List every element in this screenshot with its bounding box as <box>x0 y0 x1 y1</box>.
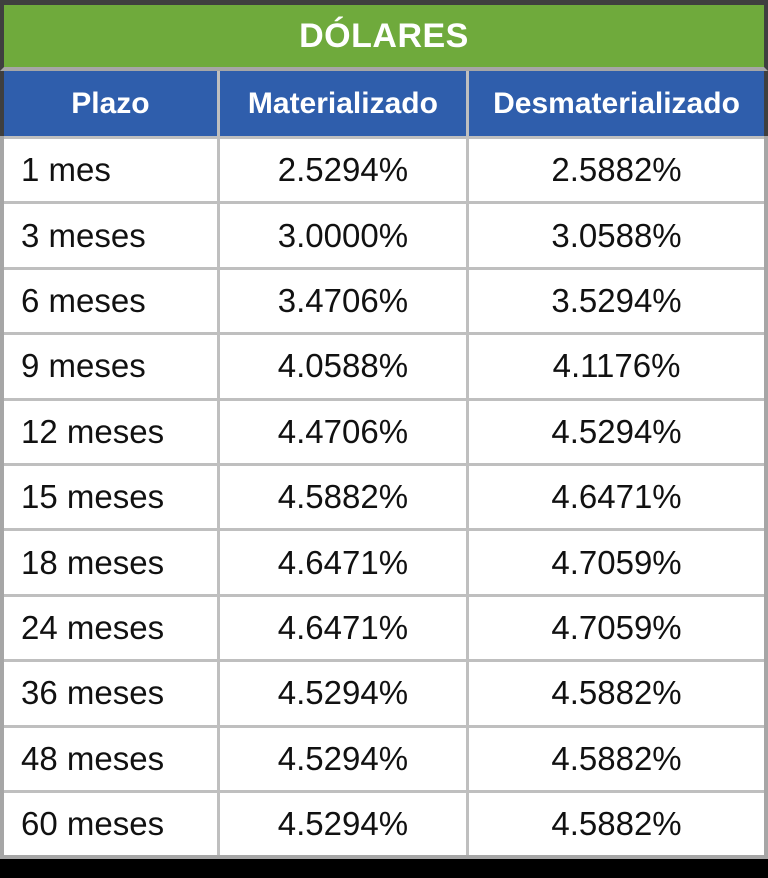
bottom-bar <box>0 859 768 878</box>
desmaterializado-cell: 4.5294% <box>466 400 764 463</box>
materializado-cell: 4.5882% <box>216 465 466 529</box>
desmaterializado-cell: 3.0588% <box>466 204 764 267</box>
plazo-cell: 15 meses <box>21 478 165 516</box>
table-title-bar: DÓLARES <box>0 0 768 71</box>
materializado-cell: 4.5294% <box>216 662 466 725</box>
plazo-cell: 1 mes <box>21 151 111 189</box>
desmaterializado-cell: 4.5882% <box>466 662 764 725</box>
table-row: 9 meses 4.0588% 4.1176% <box>4 332 764 398</box>
plazo-cell: 6 meses <box>21 281 146 319</box>
desmaterializado-cell: 4.7059% <box>466 531 764 594</box>
dollar-rates-table: DÓLARES Plazo Materializado Desmateriali… <box>0 0 768 860</box>
table-row: 15 meses 4.5882% 4.6471% <box>4 462 764 529</box>
plazo-cell: 18 meses <box>21 543 165 581</box>
materializado-cell: 2.5294% <box>216 139 466 202</box>
materializado-cell: 4.6471% <box>216 596 466 660</box>
desmaterializado-cell: 4.5882% <box>466 792 764 856</box>
materializado-cell: 4.6471% <box>216 531 466 594</box>
table-row: 6 meses 3.4706% 3.5294% <box>4 266 764 333</box>
desmaterializado-cell: 4.7059% <box>466 596 764 660</box>
desmaterializado-cell: 3.5294% <box>466 269 764 333</box>
materializado-cell: 4.5294% <box>216 792 466 856</box>
materializado-cell: 3.4706% <box>216 269 466 333</box>
table-title: DÓLARES <box>299 16 469 55</box>
plazo-cell: 24 meses <box>21 608 165 646</box>
plazo-cell: 48 meses <box>21 739 165 777</box>
desmaterializado-cell: 4.1176% <box>466 335 764 398</box>
table-body: 1 mes 2.5294% 2.5882% 3 meses 3.0000% 3.… <box>0 136 768 860</box>
table-row: 60 meses 4.5294% 4.5882% <box>4 789 764 856</box>
materializado-cell: 4.5294% <box>216 727 466 790</box>
table-row: 48 meses 4.5294% 4.5882% <box>4 724 764 790</box>
table-row: 1 mes 2.5294% 2.5882% <box>4 136 764 202</box>
desmaterializado-cell: 4.6471% <box>466 465 764 529</box>
column-header-materializado: Materializado <box>216 71 466 136</box>
plazo-cell: 3 meses <box>21 216 146 254</box>
materializado-cell: 4.4706% <box>216 400 466 463</box>
table-row: 36 meses 4.5294% 4.5882% <box>4 659 764 725</box>
plazo-cell: 36 meses <box>21 674 165 712</box>
table-row: 18 meses 4.6471% 4.7059% <box>4 528 764 594</box>
column-header-plazo: Plazo <box>71 86 150 120</box>
desmaterializado-cell: 4.5882% <box>466 727 764 790</box>
table-row: 3 meses 3.0000% 3.0588% <box>4 201 764 267</box>
desmaterializado-cell: 2.5882% <box>466 139 764 202</box>
column-header-desmaterializado: Desmaterializado <box>466 71 764 136</box>
materializado-cell: 3.0000% <box>216 204 466 267</box>
table-row: 24 meses 4.6471% 4.7059% <box>4 593 764 660</box>
plazo-cell: 12 meses <box>21 412 165 450</box>
table-header-row: Plazo Materializado Desmaterializado <box>0 71 768 136</box>
table-row: 12 meses 4.4706% 4.5294% <box>4 397 764 463</box>
plazo-cell: 9 meses <box>21 347 146 385</box>
plazo-cell: 60 meses <box>21 805 165 843</box>
materializado-cell: 4.0588% <box>216 335 466 398</box>
